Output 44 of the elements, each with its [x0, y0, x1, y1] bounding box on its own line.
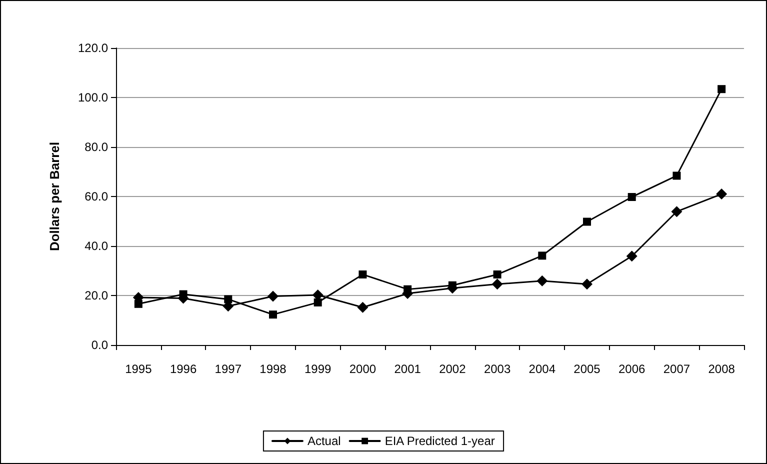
legend-label: EIA Predicted 1-year — [384, 434, 495, 448]
point — [672, 172, 681, 180]
x-tick-label: 1997 — [214, 362, 242, 376]
point — [224, 295, 232, 304]
x-tick-label: 2002 — [439, 362, 466, 376]
y-tick-label: 40.0 — [84, 239, 108, 253]
y-tick-label: 80.0 — [84, 140, 108, 154]
x-tick-label: 1999 — [304, 362, 332, 376]
point — [538, 252, 546, 260]
point — [268, 290, 278, 302]
x-tick-label: 2006 — [618, 362, 646, 376]
x-tick-label: 2008 — [708, 362, 736, 376]
point — [358, 270, 367, 278]
point — [357, 302, 368, 313]
x-tick-label: 1995 — [125, 362, 152, 376]
point — [404, 285, 412, 294]
point — [626, 250, 638, 262]
point — [583, 218, 591, 226]
x-tick-label: 2007 — [663, 362, 690, 376]
x-tick-label: 1996 — [170, 362, 197, 376]
x-tick-label: 2004 — [528, 362, 556, 376]
y-axis-title: Dollars per Barrel — [47, 142, 62, 252]
x-tick-label: 1998 — [260, 362, 287, 376]
y-tick-label: 20.0 — [84, 288, 108, 302]
point — [269, 310, 277, 319]
point — [628, 192, 636, 201]
legend-label: Actual — [307, 434, 341, 448]
y-tick-label: 0.0 — [91, 338, 108, 352]
point — [536, 275, 548, 286]
x-tick-label: 2001 — [394, 362, 422, 376]
point — [582, 278, 592, 290]
point — [134, 300, 142, 308]
point — [671, 206, 682, 218]
y-tick-label: 120.0 — [78, 41, 108, 55]
x-tick-label: 2000 — [349, 362, 376, 376]
y-tick-label: 100.0 — [78, 90, 108, 104]
point — [314, 298, 322, 306]
x-tick-label: 2003 — [484, 362, 511, 376]
y-tick-label: 60.0 — [84, 190, 108, 204]
point — [493, 270, 502, 278]
point — [718, 85, 726, 94]
x-tick-label: 2005 — [574, 362, 601, 376]
point — [716, 188, 728, 200]
point — [492, 278, 503, 290]
